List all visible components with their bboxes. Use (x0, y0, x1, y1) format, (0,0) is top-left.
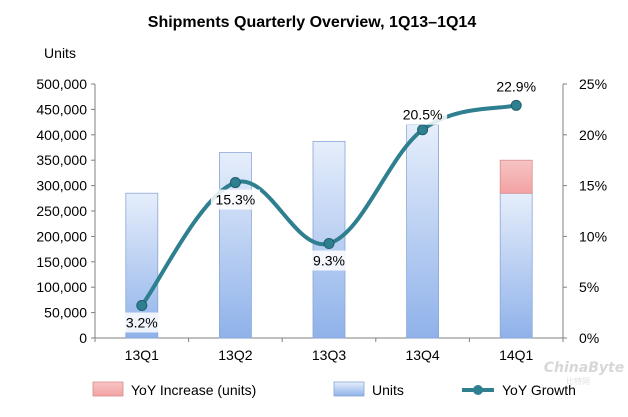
y-right-tick-label: 0% (579, 330, 599, 346)
x-tick-label: 13Q1 (125, 347, 159, 363)
y-left-tick-label: 450,000 (36, 101, 87, 117)
y-right-tick-label: 10% (579, 228, 607, 244)
growth-data-label: 3.2% (126, 314, 158, 330)
y-axis-left-label: Units (44, 45, 76, 61)
yoy-growth-point (323, 238, 335, 250)
legend-label-yoy-increase: YoY Increase (units) (131, 382, 256, 398)
y-left-tick-label: 200,000 (36, 228, 87, 244)
y-right-tick-label: 25% (579, 76, 607, 92)
y-right-tick-label: 5% (579, 279, 599, 295)
growth-label-bg (210, 189, 260, 210)
legend-swatch-yoy-growth-marker (473, 385, 483, 395)
growth-label-bg (398, 104, 448, 125)
growth-data-label: 20.5% (403, 107, 443, 123)
growth-label-bg (121, 312, 162, 333)
legend-swatch-units (333, 381, 365, 397)
growth-data-label: 15.3% (216, 192, 256, 208)
x-tick-label: 13Q3 (312, 347, 346, 363)
y-left-tick-label: 400,000 (36, 127, 87, 143)
watermark-logo: ChinaByte 比特网 (544, 360, 624, 386)
growth-data-label: 9.3% (313, 253, 345, 269)
y-left-tick-label: 150,000 (36, 254, 87, 270)
x-tick-label: 13Q4 (405, 347, 439, 363)
legend-label-units: Units (372, 382, 404, 398)
yoy-growth-point (229, 177, 241, 189)
yoy-growth-point (417, 124, 429, 136)
y-left-tick-label: 500,000 (36, 76, 87, 92)
growth-data-label: 22.9% (496, 78, 536, 94)
units-bar (499, 192, 533, 339)
watermark-subtext: 比特网 (566, 376, 590, 386)
y-left-tick-label: 250,000 (36, 203, 87, 219)
y-left-tick-label: 50,000 (44, 305, 87, 321)
legend-label-yoy-growth: YoY Growth (502, 382, 576, 398)
y-left-tick-label: 350,000 (36, 152, 87, 168)
legend-swatch-yoy-increase (92, 381, 124, 397)
y-left-tick-label: 100,000 (36, 279, 87, 295)
x-tick-label: 13Q2 (218, 347, 252, 363)
watermark-text: ChinaByte (544, 360, 624, 376)
y-left-tick-label: 300,000 (36, 178, 87, 194)
yoy-increase-bar (499, 159, 533, 194)
y-right-tick-label: 15% (579, 178, 607, 194)
legend: YoY Increase (units) Units YoY Growth (92, 381, 576, 398)
chart-title: Shipments Quarterly Overview, 1Q13–1Q14 (148, 14, 477, 31)
yoy-growth-point (510, 99, 522, 111)
x-tick-label: 14Q1 (499, 347, 533, 363)
units-bar (406, 124, 440, 339)
growth-label-bg (308, 250, 350, 271)
y-right-tick-label: 20% (579, 127, 607, 143)
plot-area: 500,000 450,000 400,000 350,000 300,000 250,0… (36, 76, 607, 363)
y-left-tick-label: 0 (79, 330, 87, 346)
yoy-growth-point (136, 299, 148, 311)
